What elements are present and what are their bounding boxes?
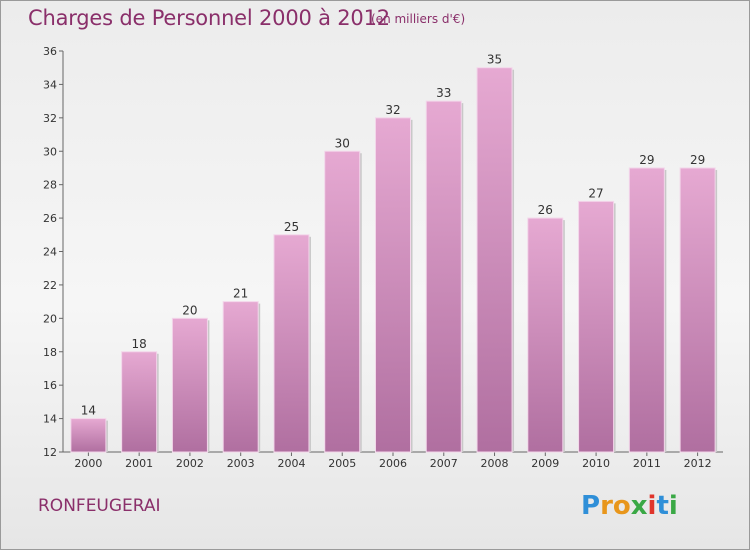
bar-2007 <box>425 100 462 453</box>
data-label-2007: 33 <box>436 86 451 100</box>
logo-letter: r <box>600 491 613 521</box>
y-tick-label: 12 <box>43 446 57 459</box>
y-tick-label: 34 <box>43 78 57 91</box>
bar-2012 <box>679 167 716 453</box>
x-tick-label: 2005 <box>328 457 356 470</box>
x-tick-label: 2001 <box>125 457 153 470</box>
y-tick-label: 24 <box>43 246 57 259</box>
data-label-2005: 30 <box>335 136 350 150</box>
x-tick-label: 2011 <box>633 457 661 470</box>
y-tick-label: 26 <box>43 212 57 225</box>
x-tick-label: 2002 <box>176 457 204 470</box>
data-label-2002: 20 <box>182 303 197 317</box>
chart-subtitle: (en milliers d'€) <box>371 12 466 26</box>
x-tick-label: 2008 <box>481 457 509 470</box>
logo-letter: x <box>630 491 648 521</box>
logo-letter: P <box>581 491 601 521</box>
y-tick-label: 18 <box>43 346 57 359</box>
x-tick-label: 2010 <box>582 457 610 470</box>
data-label-2008: 35 <box>487 53 502 67</box>
proxiti-logo[interactable]: Proxiti <box>581 491 678 521</box>
place-name: RONFEUGERAI <box>38 496 161 516</box>
chart-axes: 12 14 16 18 20 22 24 26 28 30 32 34 36 2000 2001 2002 20… <box>43 45 723 470</box>
data-label-2004: 25 <box>284 220 299 234</box>
chart-title: Charges de Personnel 2000 à 2012 <box>28 6 390 30</box>
data-label-2003: 21 <box>233 287 248 301</box>
bar-2005 <box>324 150 361 453</box>
bar-2004 <box>273 234 310 453</box>
bar-2009 <box>527 217 564 453</box>
chart-bars <box>70 67 718 453</box>
x-tick-label: 2006 <box>379 457 407 470</box>
logo-letter: o <box>612 491 631 521</box>
y-tick-label: 16 <box>43 379 57 392</box>
data-label-2009: 26 <box>538 203 553 217</box>
bar-2010 <box>578 200 615 453</box>
logo-letter: i <box>647 491 657 521</box>
logo-letter: i <box>668 491 678 521</box>
y-tick-label: 32 <box>43 112 57 125</box>
bar-2002 <box>171 317 208 453</box>
y-tick-label: 36 <box>43 45 57 58</box>
data-label-2000: 14 <box>81 404 96 418</box>
x-tick-label: 2007 <box>430 457 458 470</box>
logo-letter: t <box>656 491 669 521</box>
y-tick-label: 22 <box>43 279 57 292</box>
y-tick-label: 14 <box>43 413 57 426</box>
x-tick-label: 2009 <box>531 457 559 470</box>
x-tick-label: 2004 <box>277 457 305 470</box>
data-label-2012: 29 <box>690 153 705 167</box>
bar-2003 <box>222 301 259 453</box>
data-label-2001: 18 <box>132 337 147 351</box>
data-label-2011: 29 <box>639 153 654 167</box>
x-tick-label: 2000 <box>74 457 102 470</box>
bar-2006 <box>375 117 411 453</box>
data-label-2006: 32 <box>385 103 400 117</box>
bar-2001 <box>121 351 158 453</box>
chart-data-labels: 14 18 20 21 25 30 32 33 35 26 27 29 29 <box>81 53 706 418</box>
x-tick-label: 2003 <box>227 457 255 470</box>
y-tick-label: 30 <box>43 145 57 158</box>
bar-2008 <box>476 67 513 453</box>
x-tick-label: 2012 <box>684 457 712 470</box>
bar-2000 <box>70 418 107 453</box>
y-tick-label: 28 <box>43 179 57 192</box>
data-label-2010: 27 <box>588 186 603 200</box>
y-tick-label: 20 <box>43 312 57 325</box>
bar-2011 <box>628 167 665 453</box>
